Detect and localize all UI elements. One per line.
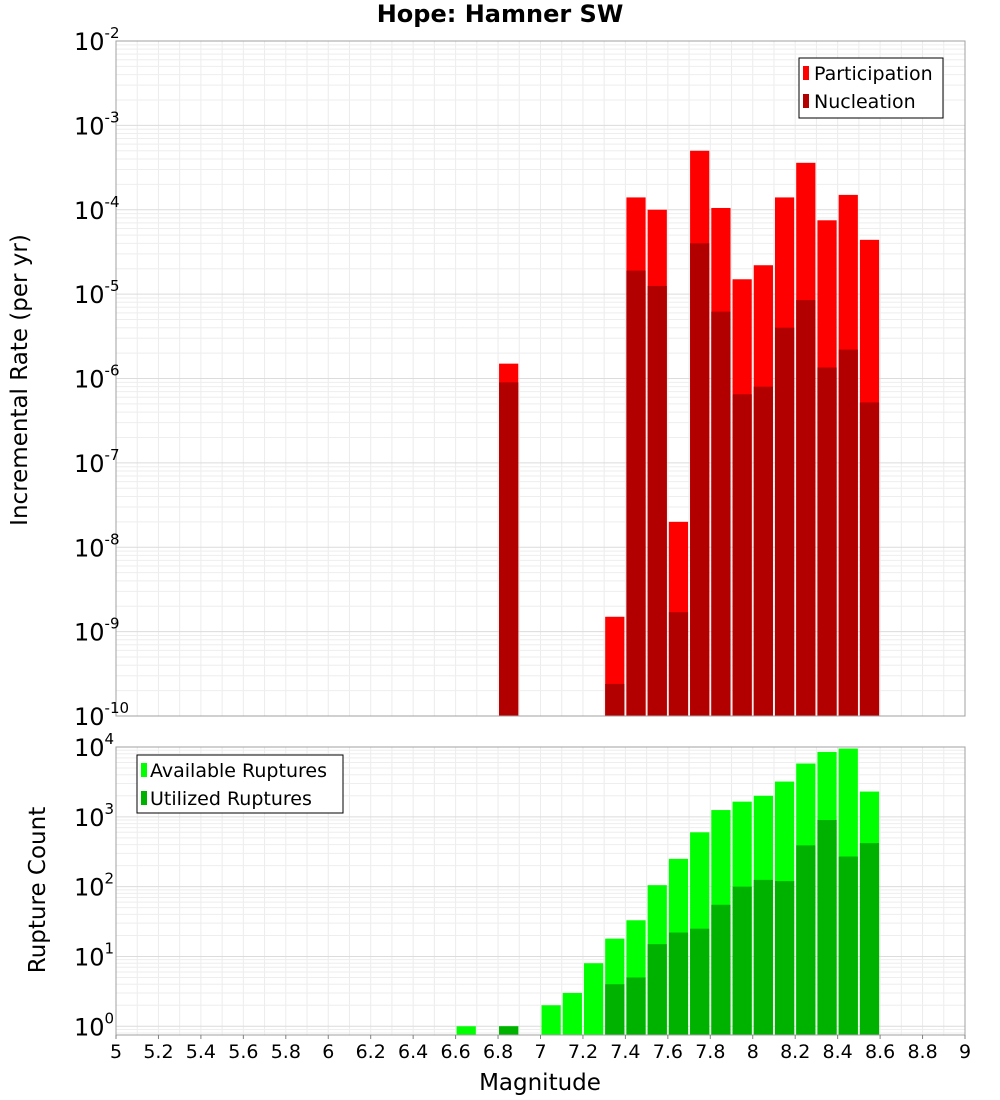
rate-panel: 10-10 10-9 10-8 10-7 10-6 10-5 10-4 10-3 10-2 In… (7, 24, 966, 731)
nucleation-swatch (803, 94, 809, 108)
count-available-ruptures-bar (562, 992, 582, 1035)
chart-title: Hope: Hamner SW (377, 0, 624, 28)
x-tick-label: 7.8 (695, 1041, 725, 1063)
count-y-tick-label: 104 (74, 730, 114, 762)
nucleation-legend-label: Nucleation (814, 91, 916, 113)
rate-nucleation-bar (838, 349, 858, 716)
count-legend-box (136, 754, 344, 814)
x-tick-label: 7.6 (653, 1041, 683, 1063)
rate-legend-box (798, 57, 944, 119)
rate-nucleation-bar (647, 285, 667, 716)
x-tick-label: 7.2 (568, 1041, 598, 1063)
rate-nucleation-bar (668, 612, 689, 716)
count-y-ticks: 100 101 102 103 104 (74, 730, 114, 1041)
count-utilized-ruptures-bar (668, 932, 689, 1035)
x-tick-label: 8 (747, 1041, 759, 1063)
x-tick-label: 6.4 (398, 1041, 428, 1063)
rate-y-tick-label: 10-6 (74, 362, 120, 394)
count-y-tick-label: 102 (74, 870, 114, 902)
utilized-legend-label: Utilized Ruptures (150, 788, 312, 810)
x-tick-label: 8.2 (780, 1041, 810, 1063)
count-utilized-ruptures-bar (732, 886, 752, 1035)
rate-plot-frame (115, 40, 966, 717)
count-utilized-ruptures-bar (647, 944, 667, 1035)
count-utilized-ruptures-bar (690, 928, 710, 1035)
participation-swatch (803, 66, 809, 80)
x-tick-label: 8.6 (865, 1041, 895, 1063)
rate-nucleation-bar (859, 402, 880, 716)
x-tick-label: 6 (322, 1041, 334, 1063)
rate-y-axis-label: Incremental Rate (per yr) (7, 234, 33, 526)
rate-nucleation-bar (753, 386, 773, 716)
rate-y-tick-label: 10-9 (74, 615, 120, 647)
count-utilized-ruptures-bar (817, 820, 837, 1035)
x-tick-label: 7.4 (610, 1041, 640, 1063)
x-tick-label: 5.8 (271, 1041, 301, 1063)
count-utilized-ruptures-bar (711, 904, 731, 1035)
rate-nucleation-bar (690, 243, 710, 717)
x-tick-label: 8.4 (823, 1041, 853, 1063)
rate-y-tick-label: 10-7 (74, 446, 120, 478)
count-bars (456, 748, 880, 1035)
count-y-axis-label: Rupture Count (25, 807, 51, 973)
rate-y-ticks: 10-10 10-9 10-8 10-7 10-6 10-5 10-4 10-3 10-2 (74, 24, 129, 731)
x-tick-label: 9 (959, 1041, 971, 1063)
count-utilized-ruptures-bar (499, 1026, 519, 1035)
x-tick-label: 5.6 (228, 1041, 258, 1063)
count-utilized-ruptures-bar (838, 856, 858, 1035)
rate-y-tick-label: 10-10 (74, 699, 129, 731)
count-y-tick-label: 101 (74, 939, 114, 971)
count-y-tick-label: 103 (74, 800, 114, 832)
rate-y-tick-label: 10-8 (74, 530, 120, 562)
count-utilized-ruptures-bar (605, 984, 625, 1035)
x-tick-label: 5 (110, 1041, 122, 1063)
rate-nucleation-bar (711, 311, 731, 716)
count-utilized-ruptures-bar (626, 977, 646, 1035)
count-available-ruptures-bar (583, 963, 604, 1035)
rate-legend: Participation Nucleation (798, 57, 944, 119)
count-panel: 100 101 102 103 104 5 5.2 5.4 5.6 5.8 6 6.2 6.4 6.6 6… (25, 730, 971, 1096)
rate-bars (499, 150, 880, 717)
rate-y-tick-label: 10-3 (74, 108, 120, 140)
utilized-swatch (141, 791, 147, 805)
x-tick-label: 6.8 (483, 1041, 513, 1063)
x-tick-label: 8.8 (907, 1041, 937, 1063)
rate-y-tick-label: 10-5 (74, 277, 120, 309)
available-swatch (141, 763, 147, 777)
magnitude-x-ticks: 5 5.2 5.4 5.6 5.8 6 6.2 6.4 6.6 6.8 7 7.2 7.4 7.6 7.8 8… (110, 1035, 971, 1063)
available-legend-label: Available Ruptures (150, 760, 327, 782)
count-available-ruptures-bar (541, 1005, 561, 1035)
count-legend: Available Ruptures Utilized Ruptures (136, 754, 344, 814)
rate-nucleation-bar (732, 394, 752, 716)
magnitude-x-axis-label: Magnitude (479, 1070, 601, 1096)
count-utilized-ruptures-bar (859, 843, 880, 1035)
count-utilized-ruptures-bar (774, 881, 795, 1035)
x-tick-label: 6.6 (440, 1041, 470, 1063)
rate-nucleation-bar (626, 270, 646, 716)
count-utilized-ruptures-bar (796, 845, 816, 1035)
rate-y-tick-label: 10-2 (74, 24, 120, 56)
count-utilized-ruptures-bar (753, 879, 773, 1035)
rate-nucleation-bar (774, 327, 795, 716)
rate-nucleation-bar (605, 683, 625, 716)
participation-legend-label: Participation (814, 63, 933, 85)
rate-nucleation-bar (499, 382, 519, 716)
rate-y-tick-label: 10-4 (74, 193, 120, 225)
rate-nucleation-bar (817, 367, 837, 716)
x-tick-label: 7 (534, 1041, 546, 1063)
count-y-tick-label: 100 (74, 1009, 114, 1041)
rate-nucleation-bar (796, 300, 816, 716)
x-tick-label: 5.4 (186, 1041, 216, 1063)
count-available-ruptures-bar (456, 1026, 476, 1035)
rate-grid (115, 40, 966, 717)
x-tick-label: 6.2 (356, 1041, 386, 1063)
x-tick-label: 5.2 (143, 1041, 173, 1063)
